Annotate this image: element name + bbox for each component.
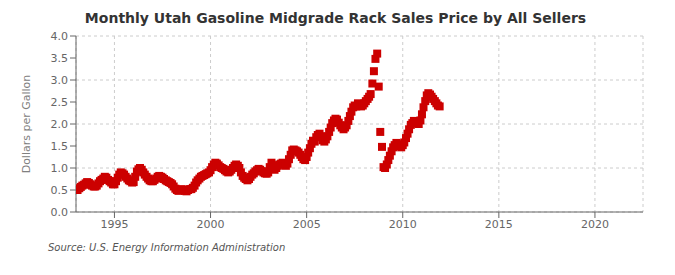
html-text:Source: U.S. Energy Informatio: Source: U.S. Energy Information Administ… <box>48 242 286 253</box>
svg-text:2000: 2000 <box>197 218 225 231</box>
svg-text:1.0: 1.0 <box>51 162 69 175</box>
svg-text:1.5: 1.5 <box>51 140 69 153</box>
svg-text:2.5: 2.5 <box>51 96 69 109</box>
svg-text:4.0: 4.0 <box>51 30 69 43</box>
svg-text:0.5: 0.5 <box>51 184 69 197</box>
svg-text:3.5: 3.5 <box>51 52 69 65</box>
svg-text:2005: 2005 <box>293 218 321 231</box>
html-text:Monthly Utah Gasoline Midgrade: Monthly Utah Gasoline Midgrade Rack Sale… <box>84 10 587 26</box>
svg-text:2.0: 2.0 <box>51 118 69 131</box>
svg-text:2010: 2010 <box>389 218 417 231</box>
svg-text:2015: 2015 <box>485 218 513 231</box>
svg-text:Dollars per Gallon: Dollars per Gallon <box>20 75 33 174</box>
svg-text:3.0: 3.0 <box>51 74 69 87</box>
svg-text:2020: 2020 <box>581 218 609 231</box>
svg-text:1995: 1995 <box>100 218 128 231</box>
svg-text:0.0: 0.0 <box>51 206 69 219</box>
